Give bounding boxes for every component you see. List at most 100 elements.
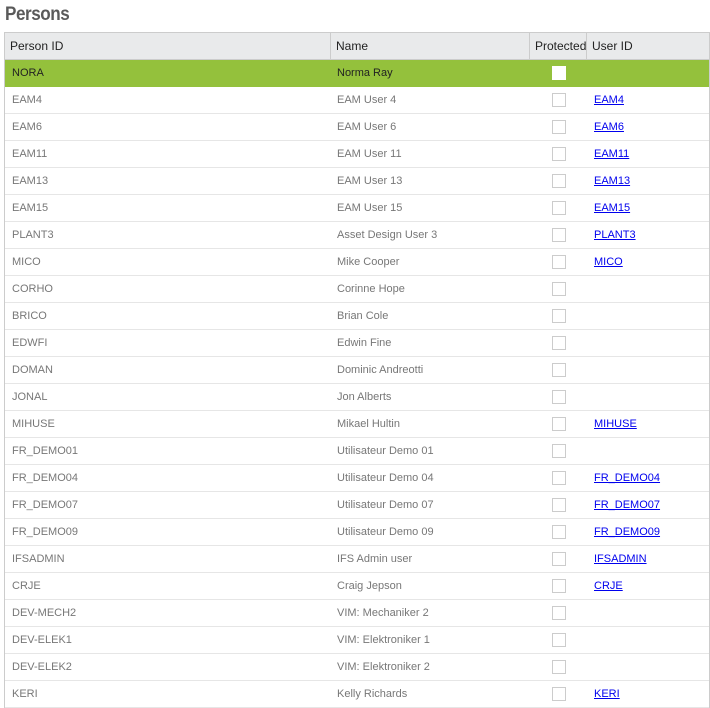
name-cell: Asset Design User 3 — [337, 229, 438, 241]
table-row[interactable]: EAM6 EAM User 6 EAM6 — [5, 114, 709, 141]
person-id-cell: FR_DEMO04 — [12, 472, 79, 484]
column-header-user-id[interactable]: User ID — [592, 39, 633, 53]
protected-checkbox[interactable] — [551, 471, 566, 485]
user-id-link[interactable]: PLANT3 — [594, 229, 636, 241]
person-id-cell: DEV-ELEK2 — [12, 661, 72, 673]
user-id-cell: FR_DEMO07 — [587, 499, 709, 511]
protected-cell — [530, 228, 587, 242]
protected-checkbox[interactable] — [551, 255, 566, 269]
protected-checkbox[interactable] — [551, 174, 566, 188]
table-row[interactable]: DEV-ELEK1 VIM: Elektroniker 1 — [5, 627, 709, 654]
protected-checkbox[interactable] — [551, 687, 566, 701]
user-id-cell: EAM4 — [587, 94, 709, 106]
protected-checkbox[interactable] — [551, 444, 566, 458]
table-row[interactable]: DEV-ELEK2 VIM: Elektroniker 2 — [5, 654, 709, 681]
protected-cell — [530, 309, 587, 323]
protected-cell — [530, 390, 587, 404]
user-id-link[interactable]: EAM15 — [594, 202, 631, 214]
protected-checkbox[interactable] — [551, 93, 566, 107]
protected-checkbox[interactable] — [551, 606, 566, 620]
user-id-cell: PLANT3 — [587, 229, 709, 241]
protected-cell — [530, 633, 587, 647]
person-id-cell: MIHUSE — [12, 418, 55, 430]
protected-checkbox[interactable] — [551, 660, 566, 674]
table-row[interactable]: MIHUSE Mikael Hultin MIHUSE — [5, 411, 709, 438]
person-id-cell: PLANT3 — [12, 229, 54, 241]
name-cell: Jon Alberts — [337, 391, 392, 403]
name-cell: Utilisateur Demo 09 — [337, 526, 434, 538]
table-row[interactable]: BRICO Brian Cole — [5, 303, 709, 330]
name-cell: Utilisateur Demo 07 — [337, 499, 434, 511]
user-id-link[interactable]: MIHUSE — [594, 418, 637, 430]
protected-checkbox[interactable] — [551, 282, 566, 296]
table-row[interactable]: FR_DEMO07 Utilisateur Demo 07 FR_DEMO07 — [5, 492, 709, 519]
user-id-link[interactable]: EAM4 — [594, 94, 624, 106]
protected-checkbox[interactable] — [551, 120, 566, 134]
table-row[interactable]: FR_DEMO04 Utilisateur Demo 04 FR_DEMO04 — [5, 465, 709, 492]
protected-checkbox[interactable] — [551, 525, 566, 539]
table-row[interactable]: NORA Norma Ray — [5, 60, 709, 87]
column-header-name[interactable]: Name — [331, 33, 530, 59]
user-id-link[interactable]: EAM11 — [594, 148, 630, 160]
protected-checkbox[interactable] — [551, 498, 566, 512]
person-id-cell: EAM13 — [12, 175, 49, 187]
table-row[interactable]: EAM11 EAM User 11 EAM11 — [5, 141, 709, 168]
protected-checkbox[interactable] — [551, 147, 566, 161]
protected-checkbox[interactable] — [551, 66, 566, 80]
table-row[interactable]: IFSADMIN IFS Admin user IFSADMIN — [5, 546, 709, 573]
name-cell: Edwin Fine — [337, 337, 392, 349]
user-id-link[interactable]: FR_DEMO07 — [594, 499, 661, 511]
user-id-link[interactable]: EAM13 — [594, 175, 631, 187]
protected-cell — [530, 552, 587, 566]
user-id-cell: FR_DEMO09 — [587, 526, 709, 538]
protected-checkbox[interactable] — [551, 363, 566, 377]
user-id-link[interactable]: CRJE — [594, 580, 623, 592]
table-row[interactable]: PLANT3 Asset Design User 3 PLANT3 — [5, 222, 709, 249]
table-row[interactable]: EDWFI Edwin Fine — [5, 330, 709, 357]
person-id-cell: EAM11 — [12, 148, 48, 160]
table-row[interactable]: DOMAN Dominic Andreotti — [5, 357, 709, 384]
table-row[interactable]: CRJE Craig Jepson CRJE — [5, 573, 709, 600]
table-row[interactable]: FR_DEMO01 Utilisateur Demo 01 — [5, 438, 709, 465]
protected-checkbox[interactable] — [551, 201, 566, 215]
person-id-cell: EAM6 — [12, 121, 42, 133]
table-row[interactable]: JONAL Jon Alberts — [5, 384, 709, 411]
person-id-cell: CRJE — [12, 580, 41, 592]
table-row[interactable]: EAM15 EAM User 15 EAM15 — [5, 195, 709, 222]
column-header-person-id[interactable]: Person ID — [5, 33, 331, 59]
protected-checkbox[interactable] — [551, 633, 566, 647]
user-id-cell: MIHUSE — [587, 418, 709, 430]
table-row[interactable]: FR_DEMO09 Utilisateur Demo 09 FR_DEMO09 — [5, 519, 709, 546]
protected-cell — [530, 174, 587, 188]
name-cell: EAM User 4 — [337, 94, 397, 106]
user-id-link[interactable]: IFSADMIN — [594, 553, 647, 565]
user-id-link[interactable]: FR_DEMO04 — [594, 472, 661, 484]
protected-checkbox[interactable] — [551, 579, 566, 593]
user-id-link[interactable]: FR_DEMO09 — [594, 526, 661, 538]
table-row[interactable]: EAM13 EAM User 13 EAM13 — [5, 168, 709, 195]
user-id-cell: EAM11 — [587, 148, 709, 160]
person-id-cell: BRICO — [12, 310, 47, 322]
protected-checkbox[interactable] — [551, 417, 566, 431]
protected-cell — [530, 417, 587, 431]
user-id-link[interactable]: KERI — [594, 688, 620, 700]
table-row[interactable]: DEV-MECH2 VIM: Mechaniker 2 — [5, 600, 709, 627]
protected-cell — [530, 498, 587, 512]
table-row[interactable]: EAM4 EAM User 4 EAM4 — [5, 87, 709, 114]
protected-checkbox[interactable] — [551, 336, 566, 350]
name-cell: Utilisateur Demo 04 — [337, 472, 434, 484]
table-row[interactable]: CORHO Corinne Hope — [5, 276, 709, 303]
person-id-cell: EAM15 — [12, 202, 49, 214]
name-cell: VIM: Elektroniker 1 — [337, 634, 430, 646]
person-id-cell: NORA — [12, 67, 44, 79]
column-header-protected[interactable]: Protected — [530, 33, 587, 59]
protected-checkbox[interactable] — [551, 390, 566, 404]
protected-checkbox[interactable] — [551, 228, 566, 242]
user-id-link[interactable]: EAM6 — [594, 121, 624, 133]
table-row[interactable]: MICO Mike Cooper MICO — [5, 249, 709, 276]
user-id-link[interactable]: MICO — [594, 256, 623, 268]
protected-cell — [530, 660, 587, 674]
protected-checkbox[interactable] — [551, 552, 566, 566]
protected-checkbox[interactable] — [551, 309, 566, 323]
table-row[interactable]: KERI Kelly Richards KERI — [5, 681, 709, 708]
